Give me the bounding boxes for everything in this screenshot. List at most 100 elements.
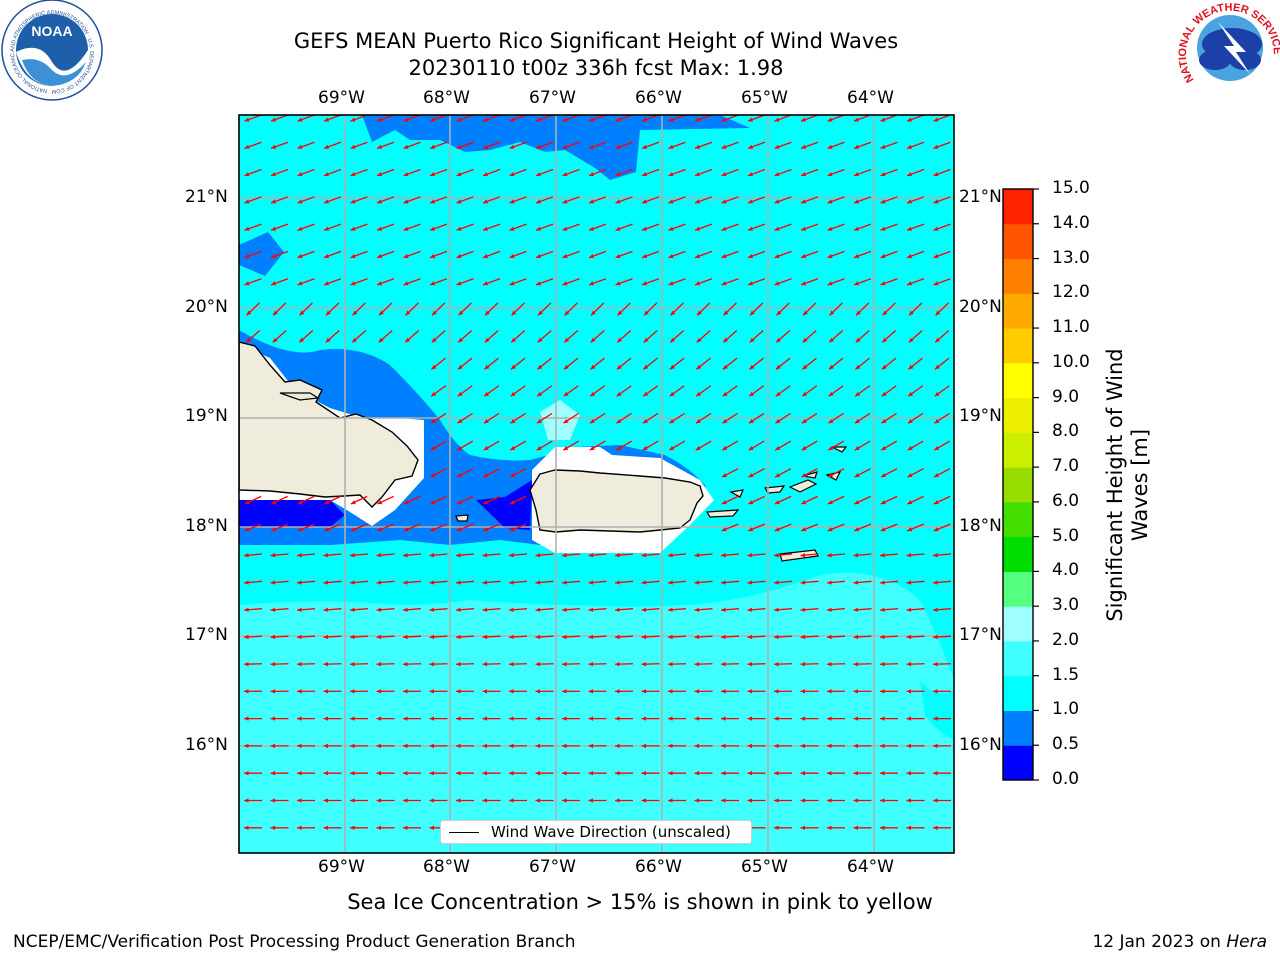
wind-arrow-head [535,580,541,585]
colorbar-segment [1003,745,1033,781]
wind-arrow-head [270,743,276,749]
colorbar-segment [1003,606,1033,642]
wind-arrow-head [537,337,543,343]
wind-arrow-head [377,226,383,231]
wind-arrow-head [933,661,938,667]
wind-arrow-head [591,310,596,316]
colorbar-tick-label: 10.0 [1052,351,1090,372]
wind-arrow-head [615,798,620,803]
wind-arrow-head [352,310,358,316]
colorbar-segment [1003,467,1033,503]
colorbar-tick-label: 12.0 [1052,282,1090,303]
wind-arrow-head [907,281,913,286]
wind-arrow-head [668,661,673,667]
wind-arrow-head [880,716,885,721]
wind-arrow-head [853,743,859,749]
lon-tick-bottom: 65°W [741,857,788,877]
wind-arrow-head [244,199,250,204]
wind-arrow-head [536,446,542,451]
wind-arrow-head [827,553,832,558]
wind-arrow-head [854,144,860,149]
wind-arrow-head [933,500,939,505]
wind-arrow-head [376,798,382,803]
wind-arrow-head [297,825,302,830]
wind-arrow-head [350,607,355,612]
wind-arrow-head [324,199,330,204]
wind-arrow-head [722,473,728,478]
wind-arrow-head [642,253,648,259]
colorbar-segment [1003,432,1033,468]
wind-arrow-head [800,798,806,803]
wind-arrow-head [933,607,938,612]
map-frame [238,114,955,854]
wind-arrow-head [562,117,568,122]
wind-arrow-head [350,199,356,204]
wind-arrow-head [588,689,594,694]
wind-arrow-head [405,337,411,343]
colorbar [1003,188,1039,781]
wind-arrow-head [350,580,355,585]
wind-arrow-head [880,500,886,505]
wind-arrow-head [244,580,249,585]
wind-arrow-head [403,825,408,830]
wind-arrow-head [695,199,701,204]
colorbar-tick-label: 4.0 [1052,560,1080,581]
wind-arrow-head [615,580,620,585]
wind-arrow-head [536,226,542,231]
contour-0.0-monapassage [476,480,532,530]
wind-arrow-head [880,253,886,259]
wind-arrow-head [271,281,277,286]
wind-arrow-head [934,446,940,451]
colorbar-segment [1003,640,1033,677]
wind-arrow-head [536,418,542,424]
wind-arrow-head [244,527,250,532]
wind-arrow-head [880,527,886,532]
wind-arrow-head [403,500,409,505]
wind-arrow-head [853,798,859,803]
wind-arrow-head [456,580,461,585]
noaa-logo-text: NOAA [31,23,72,39]
wind-arrow-head [774,253,780,259]
wind-arrow-head [270,580,276,585]
wind-arrow-head [430,446,436,451]
wind-arrow-head [723,337,729,343]
colorbar-segment [1003,571,1033,607]
wind-arrow-head [694,771,700,776]
wind-arrow-head [509,500,515,505]
wind-arrow-head [244,172,250,177]
wind-arrow-head [429,798,435,803]
wind-arrow-head [829,310,835,316]
wind-arrow-head [483,226,489,231]
wind-arrow-head [431,337,437,343]
wind-arrow-head [509,199,515,204]
wind-arrow-head [933,144,939,149]
lon-tick-top: 66°W [635,88,682,108]
wind-arrow-head [456,199,462,204]
wind-arrow-head [615,172,621,177]
wind-arrow-head [617,337,623,343]
wind-arrow-head [509,743,514,749]
wind-arrow-head [721,553,726,558]
wind-arrow-head [456,553,461,558]
wind-arrow-head [696,391,702,397]
colorbar-tick-label: 15.0 [1052,178,1090,198]
wind-arrow-head [323,607,329,612]
wind-arrow-head [509,253,515,259]
wind-arrow-head [297,226,303,231]
wind-arrow-head [297,798,302,803]
wind-arrow-head [430,527,436,532]
wind-arrow-head [350,117,356,122]
wind-arrow-head [774,580,779,585]
wind-arrow-head [509,580,514,585]
wind-arrow-head [695,281,701,286]
wind-arrow-head [325,337,331,343]
colorbar-tick-label: 1.0 [1052,699,1080,720]
wind-arrow-head [721,281,727,286]
wind-arrow-head [562,553,567,558]
lon-tick-top: 64°W [847,88,894,108]
wind-arrow-head [828,364,834,370]
wind-arrow-head [747,553,753,558]
wind-arrow-head [747,716,753,721]
colorbar-tick-label: 8.0 [1052,421,1080,442]
wind-arrow-head [880,172,886,177]
